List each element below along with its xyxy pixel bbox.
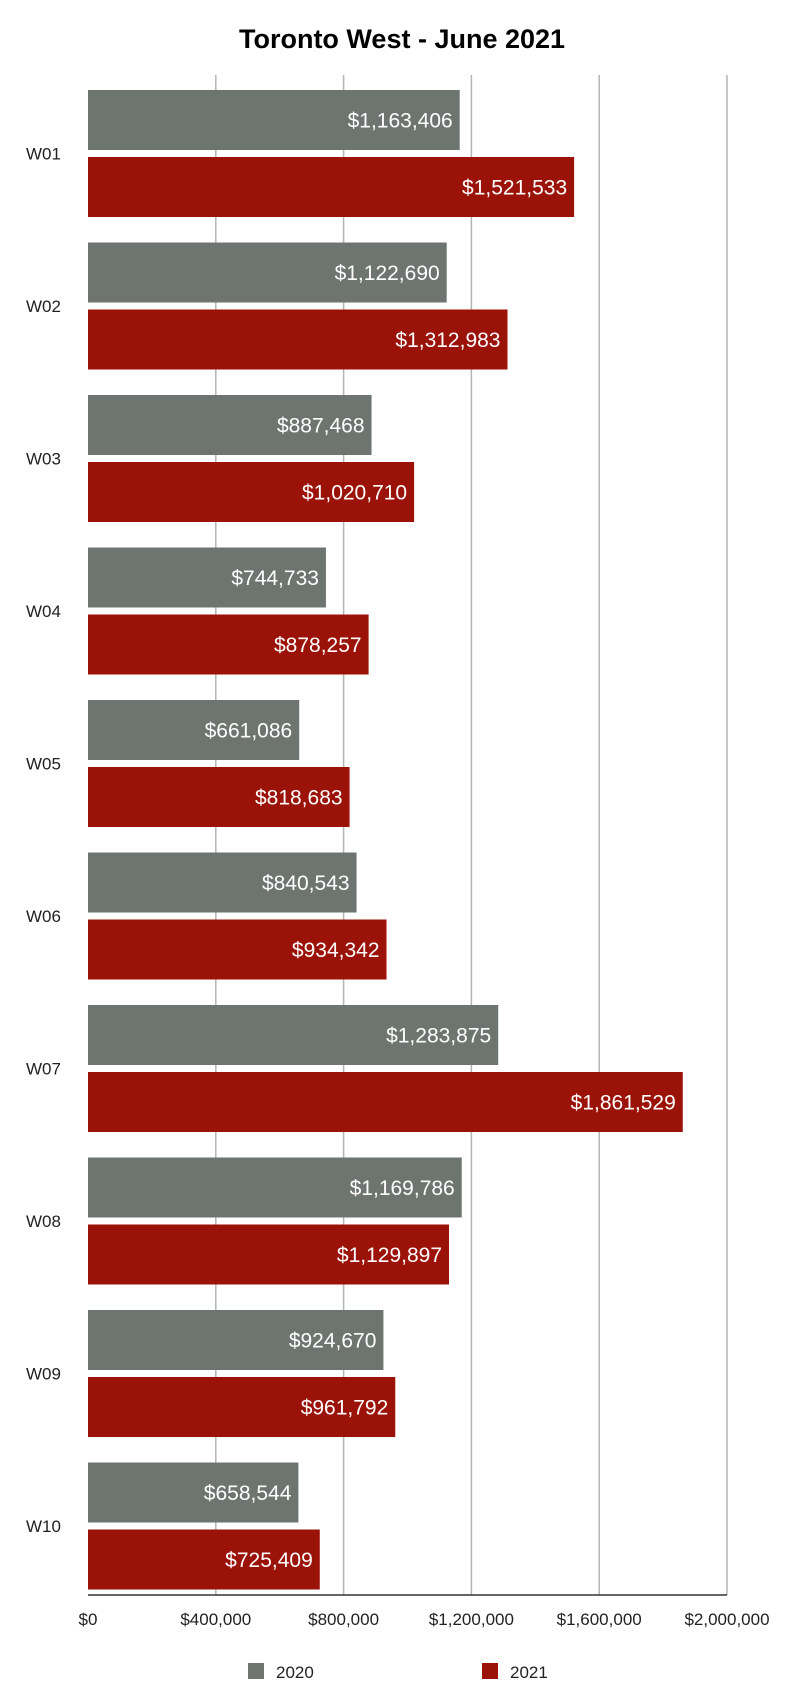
bar-value-label: $878,257 bbox=[274, 634, 362, 657]
bar-2021-W08 bbox=[88, 1224, 450, 1285]
bar-2020-W07 bbox=[88, 1005, 499, 1065]
bar-2020-W03 bbox=[88, 395, 372, 455]
x-tick-label: $1,200,000 bbox=[429, 1610, 514, 1629]
bar-value-label: $661,086 bbox=[205, 720, 293, 743]
bar-value-label: $1,861,529 bbox=[571, 1092, 676, 1115]
bar-2020-W09 bbox=[88, 1310, 384, 1370]
bar-value-label: $1,283,875 bbox=[386, 1025, 491, 1048]
bar-2020-W04 bbox=[88, 547, 326, 608]
bar-value-label: $744,733 bbox=[231, 567, 319, 590]
legend-swatch-2021 bbox=[482, 1663, 498, 1679]
x-tick-label: $1,600,000 bbox=[557, 1610, 642, 1629]
bar-2020-W05 bbox=[88, 700, 300, 760]
legend-swatch-2020 bbox=[248, 1663, 264, 1679]
legend: 2020 2021 bbox=[248, 1663, 548, 1682]
category-label: W04 bbox=[26, 602, 61, 621]
chart-title: Toronto West - June 2021 bbox=[239, 24, 565, 54]
x-tick-label: $400,000 bbox=[180, 1610, 251, 1629]
bar-value-label: $658,544 bbox=[204, 1482, 292, 1505]
x-axis-ticks: $0 $400,000 $800,000 $1,200,000 $1,600,000 $2… bbox=[79, 1610, 770, 1629]
bar-2021-W06 bbox=[88, 919, 387, 980]
bar-2020-W06 bbox=[88, 852, 357, 913]
legend-label: 2021 bbox=[510, 1663, 548, 1682]
bar-value-label: $818,683 bbox=[255, 787, 343, 810]
bars: $1,163,406 $1,521,533 $1,122,690 $1,312,983… bbox=[88, 90, 683, 1590]
bar-2021-W07 bbox=[88, 1072, 683, 1132]
bar-2020-W01 bbox=[88, 90, 460, 150]
legend-label: 2020 bbox=[276, 1663, 314, 1682]
category-label: W07 bbox=[26, 1060, 61, 1079]
bar-value-label: $924,670 bbox=[289, 1330, 377, 1353]
bar-value-label: $934,342 bbox=[292, 939, 380, 962]
category-labels: W01 W02 W03 W04 W05 W06 W07 W08 W09 W10 bbox=[26, 145, 61, 1537]
category-label: W05 bbox=[26, 755, 61, 774]
bar-2021-W05 bbox=[88, 767, 350, 827]
bar-2021-W09 bbox=[88, 1377, 396, 1437]
bar-2021-W03 bbox=[88, 462, 415, 522]
category-label: W01 bbox=[26, 145, 61, 164]
bar-value-label: $1,129,897 bbox=[337, 1244, 442, 1267]
category-label: W03 bbox=[26, 450, 61, 469]
category-label: W08 bbox=[26, 1212, 61, 1231]
bar-value-label: $840,543 bbox=[262, 872, 350, 895]
bar-2020-W02 bbox=[88, 242, 447, 303]
bar-value-label: $887,468 bbox=[277, 415, 365, 438]
bar-value-label: $1,020,710 bbox=[302, 482, 407, 505]
x-tick-label: $0 bbox=[79, 1610, 98, 1629]
bar-value-label: $1,312,983 bbox=[395, 329, 500, 352]
bar-value-label: $1,521,533 bbox=[462, 177, 567, 200]
bar-2021-W01 bbox=[88, 157, 575, 217]
x-tick-label: $800,000 bbox=[308, 1610, 379, 1629]
bar-value-label: $725,409 bbox=[225, 1549, 313, 1572]
bar-value-label: $1,122,690 bbox=[335, 262, 440, 285]
category-label: W06 bbox=[26, 907, 61, 926]
bar-2021-W10 bbox=[88, 1529, 320, 1590]
bar-2021-W04 bbox=[88, 614, 369, 675]
bar-value-label: $1,169,786 bbox=[350, 1177, 455, 1200]
bar-2021-W02 bbox=[88, 309, 508, 370]
bar-value-label: $961,792 bbox=[301, 1397, 389, 1420]
bar-value-label: $1,163,406 bbox=[348, 110, 453, 133]
bar-2020-W10 bbox=[88, 1462, 299, 1523]
category-label: W10 bbox=[26, 1517, 61, 1536]
category-label: W09 bbox=[26, 1365, 61, 1384]
bar-2020-W08 bbox=[88, 1157, 462, 1218]
x-tick-label: $2,000,000 bbox=[684, 1610, 769, 1629]
category-label: W02 bbox=[26, 297, 61, 316]
